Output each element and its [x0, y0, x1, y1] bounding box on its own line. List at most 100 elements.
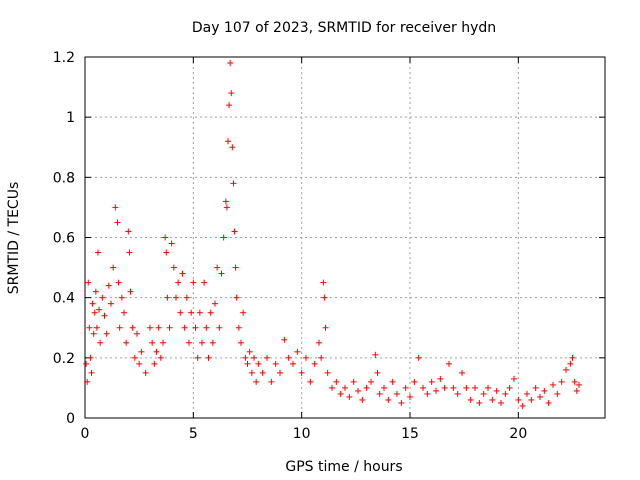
- data-point: [554, 390, 561, 397]
- data-point: [290, 360, 296, 367]
- data-point: [126, 249, 133, 256]
- data-point: [433, 387, 439, 394]
- data-point: [424, 390, 431, 397]
- data-point: [186, 339, 192, 346]
- data-point: [116, 324, 123, 331]
- data-point: [207, 309, 214, 316]
- data-point: [225, 138, 231, 145]
- data-point: [231, 228, 238, 235]
- data-point: [86, 324, 93, 331]
- data-point: [374, 369, 381, 376]
- data-point: [103, 330, 110, 337]
- data-point: [121, 309, 127, 316]
- data-point: [244, 360, 251, 367]
- data-point: [259, 369, 266, 376]
- data-point: [346, 393, 353, 400]
- data-point: [209, 339, 216, 346]
- data-point: [179, 270, 186, 277]
- data-point: [166, 324, 173, 331]
- data-point: [89, 300, 96, 307]
- data-point: [467, 396, 474, 403]
- data-point: [212, 300, 218, 307]
- x-tick-label: 15: [401, 426, 419, 442]
- data-point: [268, 378, 275, 385]
- data-point: [160, 339, 166, 346]
- data-point: [170, 264, 177, 271]
- data-point: [342, 384, 348, 391]
- data-point: [420, 384, 426, 391]
- data-point: [321, 294, 328, 301]
- data-point: [411, 378, 418, 385]
- data-point: [316, 339, 322, 346]
- data-point: [563, 366, 569, 373]
- plot-frame: [84, 56, 606, 419]
- data-point: [97, 339, 104, 346]
- data-point: [376, 390, 383, 397]
- data-point: [372, 351, 379, 358]
- data-point: [277, 369, 283, 376]
- data-point: [147, 324, 153, 331]
- data-point: [281, 336, 288, 343]
- data-point: [164, 294, 171, 301]
- data-point: [498, 399, 504, 406]
- data-point: [88, 369, 95, 376]
- data-point: [194, 354, 201, 361]
- data-point: [201, 279, 208, 286]
- data-point: [368, 378, 374, 385]
- data-point: [459, 369, 465, 376]
- y-tick-label: 0.6: [53, 231, 75, 247]
- data-point: [134, 330, 140, 337]
- data-point: [571, 378, 578, 385]
- data-point: [125, 228, 132, 235]
- data-point: [96, 306, 103, 313]
- data-point: [407, 393, 413, 400]
- data-point: [151, 360, 158, 367]
- data-point: [450, 384, 457, 391]
- data-point: [91, 309, 98, 316]
- data-point: [463, 384, 470, 391]
- data-point: [131, 354, 138, 361]
- x-tick-label: 20: [509, 426, 527, 442]
- data-point: [511, 375, 517, 382]
- data-point: [541, 387, 548, 394]
- data-point: [355, 387, 361, 394]
- data-point: [108, 300, 114, 307]
- data-point: [389, 378, 396, 385]
- data-point: [303, 354, 309, 361]
- data-point: [214, 264, 221, 271]
- data-point: [138, 348, 145, 355]
- data-point: [157, 354, 164, 361]
- data-point: [92, 288, 99, 295]
- data-point: [110, 264, 117, 271]
- data-point: [350, 378, 357, 385]
- data-point: [199, 339, 205, 346]
- data-point: [84, 378, 91, 385]
- data-point: [87, 354, 94, 361]
- data-point: [333, 378, 340, 385]
- data-point: [322, 324, 329, 331]
- data-point: [105, 282, 112, 289]
- data-point: [242, 354, 249, 361]
- data-point: [253, 378, 260, 385]
- axes: 0 0.2 0.4 0.6 0.8 1 1.2 0 5 10 15 20: [53, 50, 606, 442]
- data-point: [177, 309, 184, 316]
- y-axis-label: SRMTID / TECUs: [6, 182, 22, 295]
- chart-title: Day 107 of 2023, SRMTID for receiver hyd…: [192, 20, 496, 36]
- data-point: [532, 384, 539, 391]
- data-point: [298, 369, 305, 376]
- data-point: [329, 384, 335, 391]
- data-point: [173, 294, 179, 301]
- data-point: [136, 360, 143, 367]
- data-point: [255, 360, 262, 367]
- data-point: [222, 198, 229, 205]
- data-point: [394, 390, 400, 397]
- data-point: [558, 378, 565, 385]
- data-point: [476, 399, 483, 406]
- data-point: [437, 375, 444, 382]
- data-point: [573, 387, 580, 394]
- data-point: [515, 396, 522, 403]
- data-point: [123, 339, 130, 346]
- data-point: [402, 384, 409, 391]
- data-point: [188, 309, 195, 316]
- data-point: [251, 354, 257, 361]
